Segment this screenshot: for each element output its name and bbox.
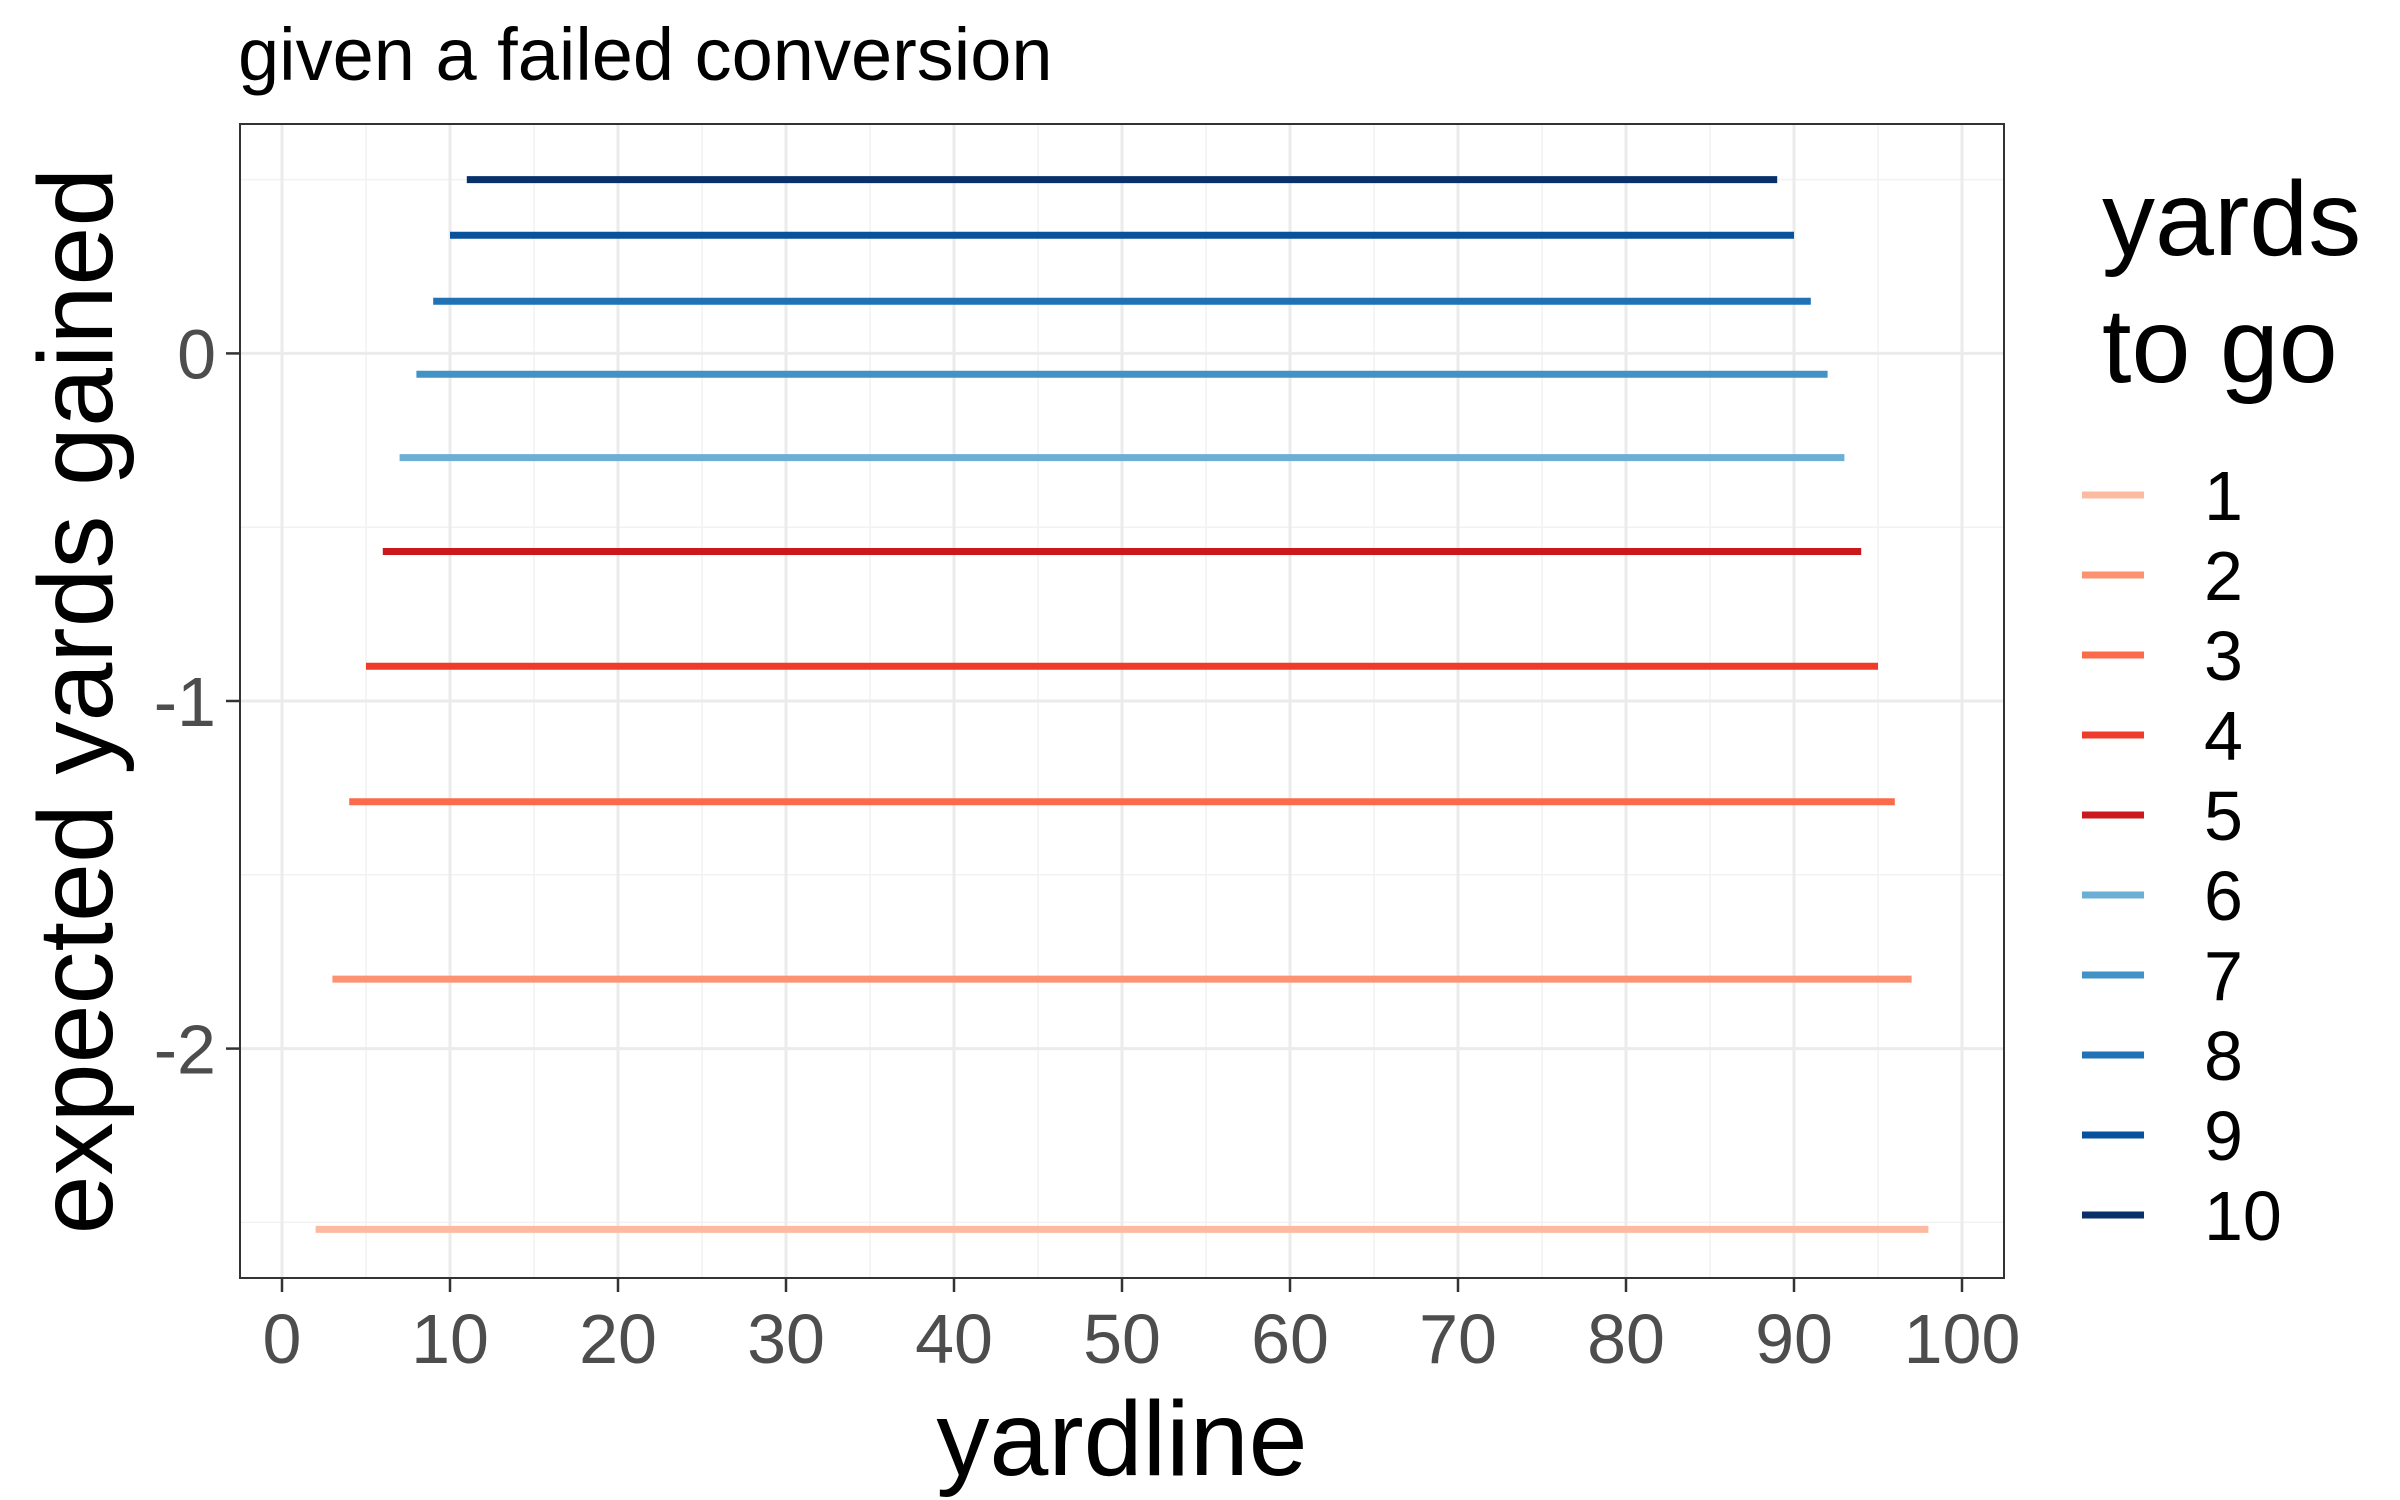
x-tick-label: 10 [411, 1300, 489, 1378]
x-tick-label: 30 [747, 1300, 825, 1378]
chart-title: given a failed conversion [238, 13, 1053, 96]
legend-label-6: 6 [2204, 857, 2243, 935]
legend-label-9: 9 [2204, 1097, 2243, 1175]
x-tick-label: 50 [1083, 1300, 1161, 1378]
y-tick-label: -2 [154, 1011, 216, 1089]
legend-label-8: 8 [2204, 1017, 2243, 1095]
x-tick-label: 100 [1904, 1300, 2021, 1378]
series-lines [315, 176, 1929, 1233]
x-axis-title: yardline [936, 1380, 1307, 1498]
legend-title-line-1: yards [2102, 160, 2361, 278]
y-axis-title: expected yards gained [17, 168, 135, 1235]
x-tick-label: 90 [1755, 1300, 1833, 1378]
x-axis-ticks: 0 10 20 30 40 50 60 70 80 90 100 [263, 1278, 2021, 1378]
grid-major [240, 124, 2004, 1278]
legend-label-10: 10 [2204, 1177, 2282, 1255]
y-tick-label: -1 [154, 663, 216, 741]
x-tick-label: 70 [1419, 1300, 1497, 1378]
y-tick-label: 0 [177, 315, 216, 393]
legend-label-3: 3 [2204, 617, 2243, 695]
x-tick-label: 20 [579, 1300, 657, 1378]
x-tick-label: 80 [1587, 1300, 1665, 1378]
legend-title-line-2: to go [2102, 287, 2338, 405]
x-tick-label: 60 [1251, 1300, 1329, 1378]
legend-label-5: 5 [2204, 777, 2243, 855]
x-tick-label: 40 [915, 1300, 993, 1378]
legend-label-1: 1 [2204, 457, 2243, 535]
x-tick-label: 0 [263, 1300, 302, 1378]
legend-label-7: 7 [2204, 937, 2243, 1015]
legend-label-4: 4 [2204, 697, 2243, 775]
y-axis-ticks: 0 -1 -2 [154, 315, 240, 1089]
legend-label-2: 2 [2204, 537, 2243, 615]
